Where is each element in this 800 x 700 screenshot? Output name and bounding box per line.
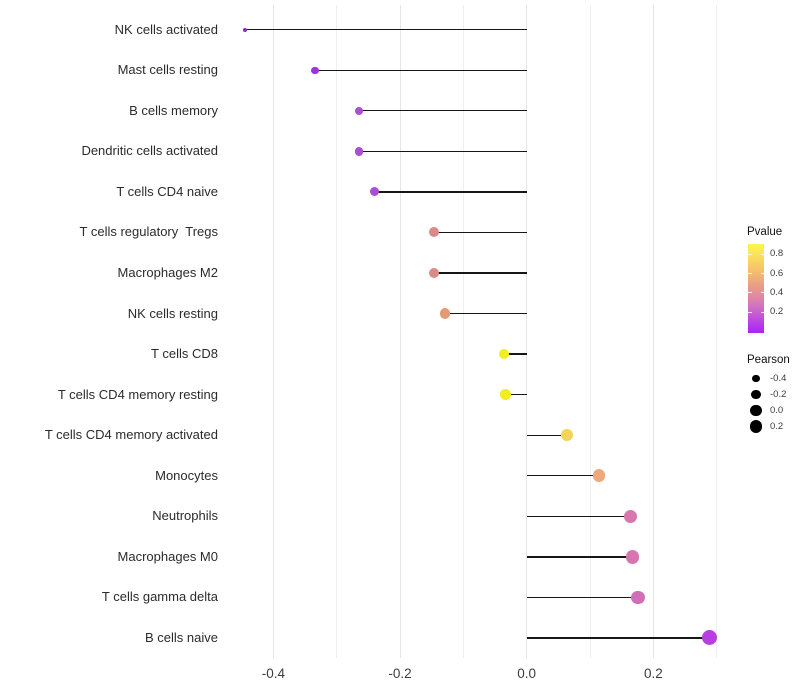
lollipop-stem [505, 393, 527, 396]
category-label: T cells CD4 memory activated [44, 427, 218, 443]
lollipop-stem [445, 312, 527, 315]
lollipop-stem [358, 110, 527, 112]
lollipop-dot [560, 429, 573, 442]
category-label: T cells gamma delta [101, 589, 218, 605]
pearson-legend-label: 0.0 [770, 405, 784, 417]
pearson-legend-label: 0.2 [770, 421, 784, 433]
lollipop-stem [358, 150, 527, 153]
pvalue-tick-label: 0.4 [770, 286, 784, 298]
lollipop-dot [429, 268, 440, 278]
lollipop-dot [242, 27, 247, 32]
pvalue-colorbar-tick-mark [748, 253, 752, 255]
pvalue-colorbar-tick-mark [748, 311, 752, 313]
gridline-minor [716, 5, 718, 658]
category-label: Macrophages M2 [117, 265, 218, 280]
category-label: NK cells activated [114, 21, 218, 37]
gridline-minor [336, 5, 338, 658]
x-tick-label: 0.0 [517, 666, 537, 681]
lollipop-dot [428, 227, 439, 238]
lollipop-stem [526, 637, 710, 639]
category-label: B cells memory [129, 102, 218, 118]
gridline-major [526, 5, 528, 658]
pvalue-tick-label: 0.6 [770, 267, 784, 279]
category-label: Mast cells resting [117, 62, 218, 78]
pearson-legend-dot [751, 390, 761, 400]
pvalue-tick-label: 0.2 [770, 306, 784, 318]
lollipop-stem [434, 272, 527, 274]
pvalue-colorbar-tick-mark [760, 253, 764, 255]
lollipop-dot [354, 106, 364, 116]
lollipop-stem [503, 353, 527, 355]
x-tick-label: 0.2 [643, 666, 663, 681]
pearson-legend-title: Pearson [747, 354, 790, 366]
category-label: T cells CD8 [151, 346, 218, 362]
category-label: Dendritic cells activated [81, 143, 218, 159]
category-label: Monocytes [155, 467, 218, 483]
lollipop-dot [701, 630, 717, 646]
gridline-major [272, 5, 274, 658]
lollipop-stem [526, 596, 639, 599]
lollipop-dot [631, 590, 645, 605]
lollipop-stem [526, 556, 633, 558]
category-label: T cells CD4 naive [116, 183, 218, 199]
lollipop-dot [500, 389, 512, 401]
lollipop-dot [498, 348, 510, 360]
pvalue-tick-label: 0.8 [770, 248, 784, 260]
lollipop-stem [315, 69, 527, 71]
pearson-legend-dot [750, 404, 762, 417]
gridline-major [652, 5, 654, 658]
gridline-minor [462, 5, 464, 658]
x-tick-label: -0.4 [261, 666, 285, 681]
category-label: B cells naive [145, 629, 218, 645]
gridline-minor [589, 5, 591, 658]
lollipop-stem [526, 434, 567, 436]
pvalue-legend-title: Pvalue [747, 226, 783, 238]
x-tick-label: -0.2 [388, 666, 412, 681]
pvalue-colorbar-tick-mark [748, 292, 752, 294]
category-label: NK cells resting [127, 305, 218, 321]
lollipop-dot [354, 147, 364, 156]
pvalue-colorbar-tick-mark [760, 292, 764, 294]
category-label: Macrophages M0 [117, 548, 218, 564]
pvalue-colorbar-tick-mark [760, 273, 764, 275]
lollipop-dot [370, 187, 380, 197]
lollipop-stem [433, 231, 527, 234]
pearson-legend-dot [749, 420, 763, 433]
lollipop-dot [311, 66, 319, 74]
pvalue-colorbar-tick-mark [760, 311, 764, 313]
category-label: T cells regulatory Tregs [79, 224, 218, 240]
lollipop-dot [439, 308, 451, 319]
lollipop-dot [623, 509, 638, 523]
category-label: T cells CD4 memory resting [57, 386, 218, 402]
gridline-major [399, 5, 401, 658]
lollipop-stem [244, 29, 527, 31]
pearson-legend-label: -0.2 [770, 389, 787, 401]
pvalue-colorbar [748, 244, 764, 333]
lollipop-stem [526, 475, 599, 477]
pvalue-colorbar-tick-mark [748, 273, 752, 275]
lollipop-dot [625, 550, 640, 564]
pearson-legend-label: -0.4 [770, 373, 787, 385]
lollipop-stem [374, 191, 527, 193]
lollipop-stem [526, 515, 631, 517]
pearson-legend-dot [752, 375, 760, 383]
lollipop-dot [592, 469, 606, 483]
category-label: Neutrophils [152, 508, 218, 524]
